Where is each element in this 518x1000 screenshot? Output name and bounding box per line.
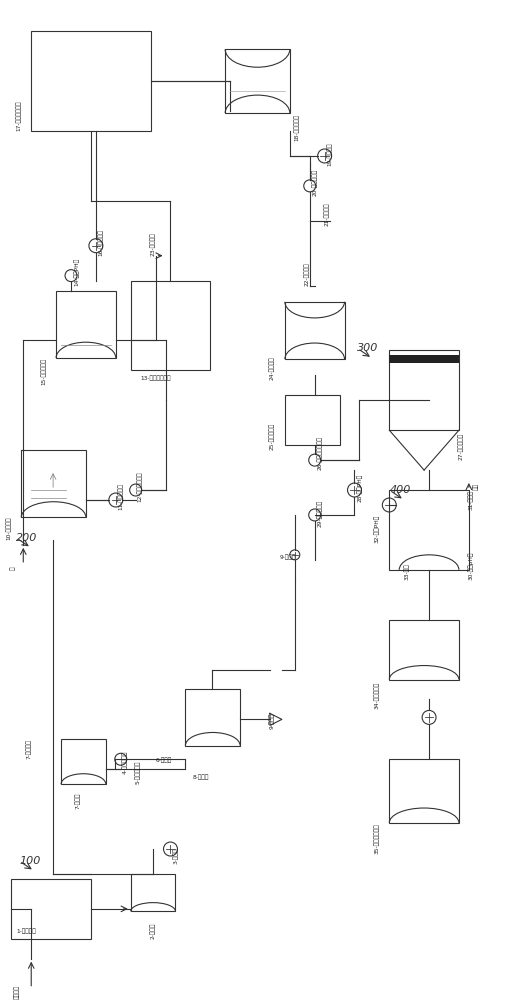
Bar: [131, 281, 210, 370]
Bar: [225, 49, 290, 113]
Text: 30-回用pH槽: 30-回用pH槽: [468, 551, 474, 580]
Text: 氨: 氨: [10, 566, 16, 570]
Bar: [390, 490, 469, 570]
Text: 11-中和液供液: 11-中和液供液: [118, 483, 124, 510]
Text: 7-氨水桶: 7-氨水桶: [75, 793, 81, 809]
Text: 18-空冷喷雾罐: 18-空冷喷雾罐: [294, 114, 300, 141]
Text: 28-离心PH计: 28-离心PH计: [357, 474, 363, 502]
Text: 31-硫铵液: 31-硫铵液: [468, 490, 474, 510]
Bar: [390, 759, 459, 823]
Text: 3-进水泵: 3-进水泵: [173, 848, 178, 864]
Text: 17-中和压滤液槽: 17-中和压滤液槽: [16, 101, 21, 131]
Text: 5-氨水投加管: 5-氨水投加管: [135, 761, 141, 784]
Text: 22-二氨水口: 22-二氨水口: [304, 262, 310, 286]
Text: 24-二氨滤液: 24-二氨滤液: [269, 357, 275, 380]
Text: 7-氨盐水口: 7-氨盐水口: [26, 739, 32, 759]
Bar: [21, 450, 86, 517]
Text: 400: 400: [390, 485, 411, 495]
Text: 14-中和PH计: 14-中和PH计: [74, 257, 79, 286]
Text: 10-固态水制: 10-固态水制: [6, 516, 11, 540]
Text: 16-中和反液泵: 16-中和反液泵: [98, 229, 104, 256]
Bar: [31, 31, 151, 131]
Text: 300: 300: [357, 343, 379, 353]
Text: 2-酸性泵: 2-酸性泵: [150, 922, 155, 939]
Text: 15-中和滤液罐: 15-中和滤液罐: [40, 358, 46, 385]
Text: 23-三氨水口: 23-三氨水口: [150, 232, 155, 256]
Text: 8-调酸罐: 8-调酸罐: [192, 774, 209, 780]
Text: 染料废水: 染料废水: [13, 985, 19, 999]
Text: 26-稀料对液流量计: 26-稀料对液流量计: [317, 436, 323, 470]
Text: 硫铵: 硫铵: [473, 483, 479, 490]
Bar: [11, 879, 91, 939]
Bar: [285, 302, 344, 359]
Bar: [285, 395, 340, 445]
Text: 21-二氨水口: 21-二氨水口: [324, 202, 329, 226]
Text: 6-进水口: 6-进水口: [155, 757, 172, 763]
Text: 4-氨水流量计: 4-氨水流量计: [122, 751, 128, 774]
Text: 35-成品硫铵液罐: 35-成品硫铵液罐: [374, 823, 379, 854]
Bar: [56, 291, 116, 358]
Text: 100: 100: [19, 856, 41, 866]
Text: 20-二氨流量计: 20-二氨流量计: [312, 169, 318, 196]
Text: 27-离心过滤器: 27-离心过滤器: [458, 433, 464, 460]
Text: 25-稀料过滤器: 25-稀料过滤器: [269, 423, 275, 450]
Bar: [185, 689, 240, 746]
Text: 34-稀硫铵液罐: 34-稀硫铵液罐: [374, 682, 379, 709]
Bar: [390, 355, 459, 363]
Text: 200: 200: [16, 533, 38, 543]
Text: 32-测回PH计: 32-测回PH计: [374, 515, 379, 543]
Text: 12-中和液流量计: 12-中和液流量计: [137, 471, 142, 502]
Bar: [390, 620, 459, 680]
Text: 33-硫铵: 33-硫铵: [404, 563, 409, 580]
Bar: [61, 739, 106, 784]
Text: 9-调节阀: 9-调节阀: [269, 713, 275, 729]
Text: 19-二氨水泵: 19-二氨水泵: [327, 142, 333, 166]
Text: 1-高压滤机: 1-高压滤机: [16, 929, 36, 934]
Bar: [131, 874, 176, 911]
Bar: [390, 350, 459, 430]
Text: 13-中和液反应器: 13-中和液反应器: [140, 375, 171, 381]
Text: 9-调节阀: 9-调节阀: [280, 554, 296, 560]
Text: 29-普液流量计: 29-普液流量计: [317, 500, 323, 527]
